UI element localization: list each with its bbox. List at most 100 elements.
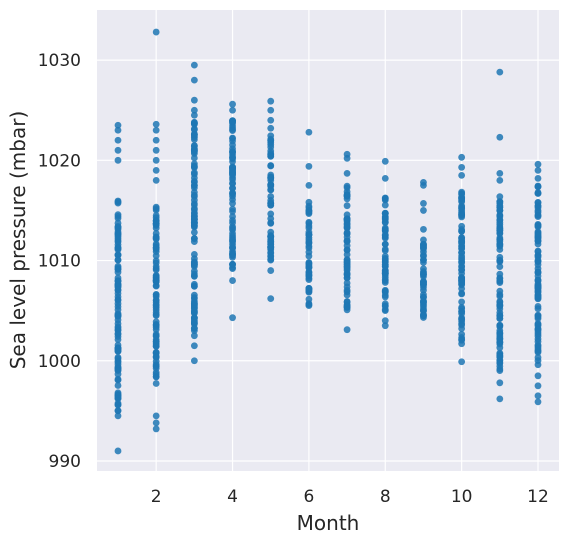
data-point — [496, 277, 504, 285]
data-point — [534, 174, 542, 182]
data-point — [420, 259, 427, 266]
data-point — [190, 136, 198, 143]
data-point — [496, 241, 504, 249]
data-point — [305, 236, 313, 243]
data-point — [534, 382, 542, 390]
data-point — [114, 244, 122, 252]
data-point — [534, 257, 542, 264]
data-point — [267, 295, 275, 303]
data-point — [114, 146, 122, 154]
data-point — [534, 160, 542, 168]
data-point — [458, 285, 466, 292]
data-point — [458, 239, 466, 247]
data-point — [114, 311, 122, 319]
data-point — [496, 395, 504, 403]
data-point — [305, 128, 313, 136]
x-tick-labels: 2 4 6 8 10 12 — [151, 487, 549, 507]
data-point — [229, 145, 236, 153]
data-point — [534, 354, 542, 361]
data-point — [152, 257, 160, 265]
data-point — [496, 344, 504, 352]
data-point — [152, 291, 160, 299]
data-point — [114, 277, 122, 285]
data-point — [114, 306, 122, 314]
data-point — [267, 162, 275, 169]
data-point — [267, 141, 275, 149]
data-point — [534, 313, 542, 321]
data-point — [229, 192, 236, 200]
data-point — [458, 222, 466, 230]
data-point — [190, 215, 198, 223]
data-point — [229, 208, 236, 215]
data-point — [381, 291, 389, 299]
data-point — [381, 245, 389, 253]
data-point — [534, 247, 542, 255]
data-point — [496, 359, 504, 367]
data-point — [305, 209, 313, 216]
data-point — [267, 173, 275, 181]
data-point — [458, 358, 466, 366]
data-point — [458, 212, 466, 220]
data-point — [229, 100, 236, 108]
data-point — [267, 196, 275, 204]
data-point — [229, 163, 236, 171]
data-point — [190, 263, 198, 270]
data-point — [343, 222, 351, 230]
data-point — [496, 219, 504, 227]
data-point — [152, 136, 160, 144]
data-point — [305, 219, 313, 227]
data-point — [190, 209, 198, 217]
data-point — [496, 365, 504, 373]
data-point — [114, 256, 122, 264]
data-point — [152, 318, 160, 326]
data-point — [229, 124, 236, 132]
data-point — [229, 248, 236, 256]
data-point — [114, 251, 122, 259]
data-point — [190, 170, 198, 178]
data-point — [343, 263, 351, 271]
data-point — [496, 198, 504, 206]
data-point — [267, 201, 275, 209]
data-point — [114, 330, 122, 338]
data-point — [343, 237, 351, 245]
data-point — [305, 295, 313, 303]
data-point — [190, 332, 198, 340]
data-point — [152, 28, 160, 36]
data-point — [381, 195, 389, 203]
data-point — [190, 179, 198, 186]
data-point — [190, 325, 198, 332]
data-point — [152, 156, 160, 164]
data-point — [420, 244, 427, 252]
data-point — [343, 256, 351, 264]
plot-background — [97, 10, 559, 471]
data-point — [152, 425, 160, 433]
data-point — [229, 277, 236, 284]
y-tick-label: 1020 — [38, 151, 81, 171]
data-point — [496, 227, 504, 235]
data-point — [496, 302, 504, 310]
data-point — [343, 182, 351, 190]
data-point — [496, 176, 504, 184]
data-point — [152, 277, 160, 285]
data-point — [114, 354, 122, 361]
data-point — [458, 171, 466, 179]
data-point — [152, 176, 160, 184]
data-point — [152, 412, 160, 420]
data-point — [152, 235, 160, 243]
data-point — [190, 270, 198, 278]
data-point — [381, 201, 389, 209]
data-point — [267, 116, 275, 124]
data-point — [534, 276, 542, 284]
data-point — [152, 120, 160, 128]
data-point — [343, 246, 351, 254]
data-point — [420, 225, 427, 233]
data-point — [534, 269, 542, 276]
data-point — [381, 231, 389, 239]
data-point — [534, 372, 542, 380]
data-point — [190, 61, 198, 69]
x-tick-label: 2 — [151, 487, 162, 507]
data-point — [114, 395, 122, 402]
data-point — [114, 399, 122, 407]
data-point — [190, 357, 198, 365]
